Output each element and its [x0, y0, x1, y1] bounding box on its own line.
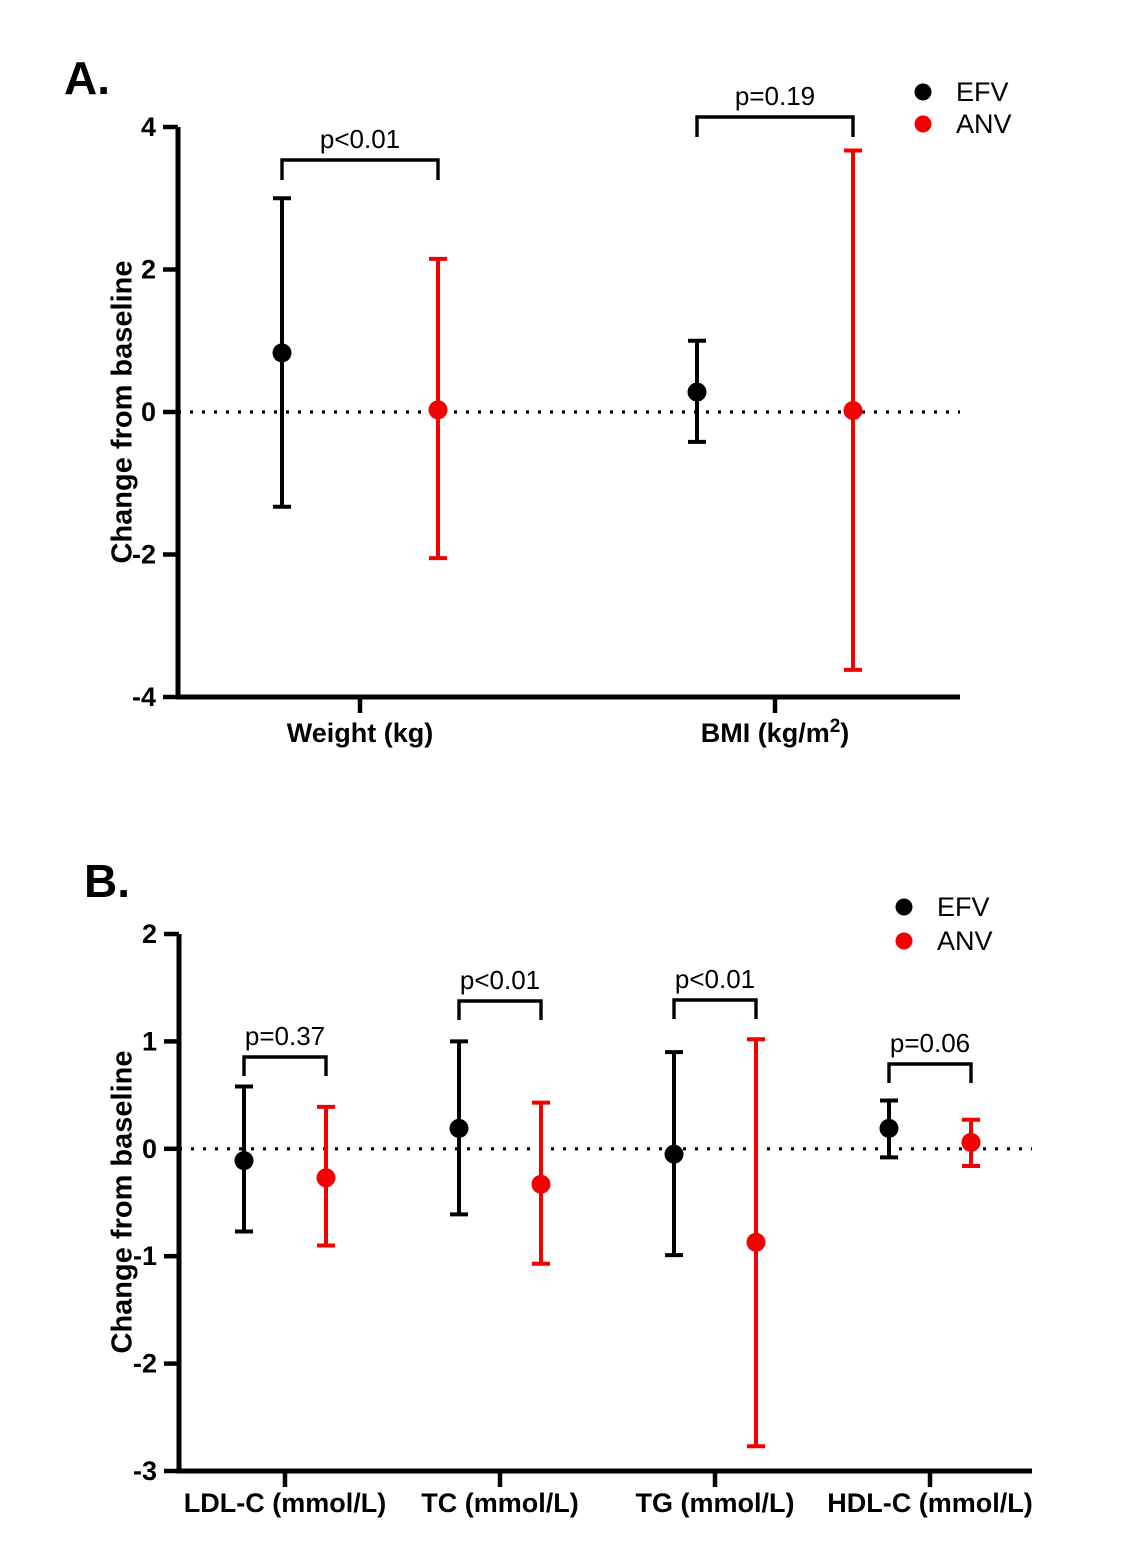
- legend-marker-anv: [895, 932, 913, 950]
- axes: [176, 934, 1032, 1474]
- x-category-label: TG (mmol/L): [636, 1488, 795, 1518]
- legend-label-anv: ANV: [956, 109, 1012, 139]
- data-point-anv: [746, 1232, 766, 1252]
- y-tick-label: -2: [132, 540, 156, 570]
- p-value-label: p<0.01: [675, 964, 755, 994]
- x-category-label: Weight (kg): [287, 718, 433, 748]
- legend-marker-efv: [895, 898, 913, 916]
- y-tick-label: 4: [141, 112, 156, 142]
- y-tick-label: -4: [132, 682, 156, 712]
- x-category-label: TC (mmol/L): [421, 1488, 578, 1518]
- y-tick-label: 2: [141, 255, 156, 285]
- p-value-label: p=0.37: [245, 1021, 325, 1051]
- data-point-efv: [687, 382, 707, 402]
- p-value-label: p<0.01: [460, 965, 540, 995]
- legend-label-efv: EFV: [956, 77, 1009, 107]
- y-tick-label: 0: [142, 1134, 157, 1164]
- y-tick-label: -3: [133, 1456, 157, 1486]
- data-point-anv: [961, 1132, 981, 1152]
- x-category-label: BMI (kg/m2): [701, 716, 850, 748]
- p-value-label: p<0.01: [320, 124, 400, 154]
- legend-label-anv: ANV: [937, 926, 993, 956]
- significance-bracket: [672, 998, 758, 1019]
- data-point-anv: [428, 400, 448, 420]
- y-tick-label: -2: [133, 1349, 157, 1379]
- y-tick-label: 2: [142, 919, 157, 949]
- data-point-anv: [531, 1174, 551, 1194]
- p-value-label: p=0.06: [890, 1028, 970, 1058]
- legend-marker-anv: [914, 115, 932, 133]
- significance-bracket: [242, 1055, 328, 1076]
- panel-b-label: B.: [84, 855, 130, 907]
- panel-b-chart: 2 1 0 -1 -2 -3 LDL-C (mmol/L) TC (mmol/L) TG (mm…: [133, 892, 1033, 1518]
- panel-b-y-axis-title: Change from baseline: [106, 1050, 139, 1354]
- data-point-efv: [879, 1118, 899, 1138]
- significance-bracket: [457, 999, 543, 1020]
- x-category-label: HDL-C (mmol/L): [827, 1488, 1032, 1518]
- axes: [175, 127, 960, 700]
- y-tick-label: -1: [133, 1241, 157, 1271]
- legend-marker-efv: [914, 83, 932, 101]
- data-point-efv: [234, 1151, 254, 1171]
- data-point-anv: [316, 1168, 336, 1188]
- legend-label-efv: EFV: [937, 892, 990, 922]
- significance-bracket: [695, 115, 855, 137]
- panel-a-label: A.: [64, 52, 110, 104]
- data-point-efv: [272, 343, 292, 363]
- data-point-anv: [843, 401, 863, 421]
- y-tick-label: 1: [142, 1026, 157, 1056]
- significance-bracket: [280, 158, 440, 180]
- p-value-label: p=0.19: [735, 81, 815, 111]
- data-point-efv: [449, 1118, 469, 1138]
- data-point-efv: [664, 1144, 684, 1164]
- panel-a-y-axis-title: Change from baseline: [106, 260, 139, 564]
- panel-a-chart: 4 2 0 -2 -4 Weight (kg) BMI (kg/m2) p<0.01 p=0.1…: [132, 77, 1012, 748]
- x-category-label: LDL-C (mmol/L): [184, 1488, 386, 1518]
- significance-bracket: [887, 1062, 973, 1083]
- y-tick-label: 0: [141, 397, 156, 427]
